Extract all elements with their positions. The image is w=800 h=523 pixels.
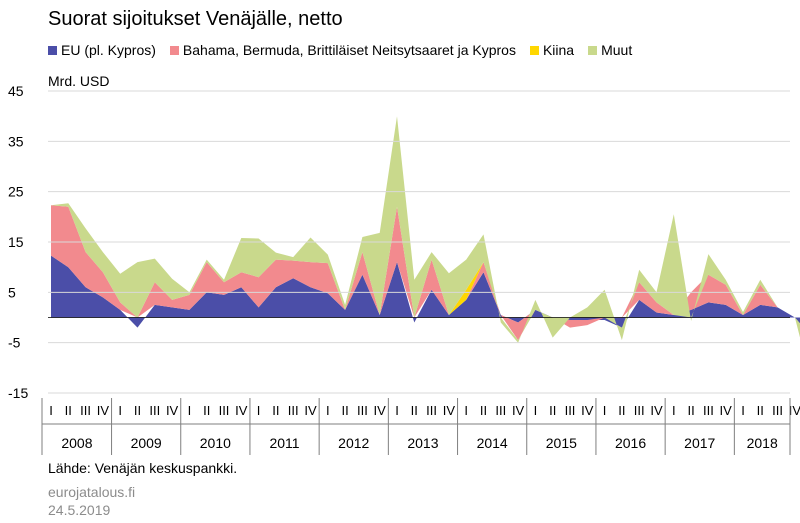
x-tick-label: IV — [97, 403, 110, 418]
x-tick-label: IV — [650, 403, 663, 418]
x-tick-label: II — [134, 403, 141, 418]
x-tick-label: III — [634, 403, 645, 418]
x-tick-label: III — [772, 403, 783, 418]
footer-site: eurojatalous.fi — [48, 484, 136, 500]
year-label: 2014 — [477, 435, 508, 451]
x-tick-label: IV — [304, 403, 317, 418]
x-tick-label: III — [357, 403, 368, 418]
year-label: 2013 — [407, 435, 438, 451]
x-tick-label: I — [672, 403, 676, 418]
x-tick-label: IV — [443, 403, 456, 418]
x-tick-label: I — [49, 403, 53, 418]
x-tick-label: II — [757, 403, 764, 418]
year-label: 2015 — [546, 435, 577, 451]
y-tick-label: 45 — [8, 83, 24, 99]
x-tick-label: II — [687, 403, 694, 418]
y-tick-label: 15 — [8, 234, 24, 250]
y-tick-label: 5 — [8, 284, 16, 300]
legend-swatch-eu — [48, 45, 57, 55]
x-tick-label: III — [495, 403, 506, 418]
y-axis-unit: Mrd. USD — [48, 73, 110, 89]
x-tick-label: I — [118, 403, 122, 418]
chart-areas — [51, 116, 800, 343]
y-tick-label: -5 — [8, 335, 21, 351]
y-tick-label: 35 — [8, 133, 24, 149]
year-label: 2010 — [200, 435, 231, 451]
x-tick-label: II — [549, 403, 556, 418]
legend-swatch-kiina — [529, 45, 539, 55]
x-tick-label: II — [411, 403, 418, 418]
x-tick-label: IV — [720, 403, 733, 418]
x-tick-label: I — [741, 403, 745, 418]
legend-label-eu: EU (pl. Kypros) — [61, 42, 156, 58]
x-tick-label: I — [326, 403, 330, 418]
year-label: 2016 — [615, 435, 646, 451]
year-label: 2017 — [684, 435, 715, 451]
x-tick-label: I — [534, 403, 538, 418]
y-tick-label: 25 — [8, 184, 24, 200]
legend-label-offshore: Bahama, Bermuda, Brittiläiset Neitsytsaa… — [182, 42, 516, 58]
legend-swatch-offshore — [169, 45, 179, 55]
x-tick-label: IV — [166, 403, 179, 418]
year-label: 2011 — [269, 435, 299, 451]
x-tick-label: IV — [789, 403, 800, 418]
x-tick-label: III — [703, 403, 714, 418]
year-label: 2009 — [131, 435, 162, 451]
x-tick-label: I — [257, 403, 261, 418]
source-note: Lähde: Venäjän keskuspankki. — [48, 460, 238, 476]
x-tick-label: I — [395, 403, 399, 418]
x-tick-label: IV — [374, 403, 387, 418]
chart-title: Suorat sijoitukset Venäjälle, netto — [48, 8, 343, 30]
x-tick-label: II — [203, 403, 210, 418]
footer-date: 24.5.2019 — [48, 502, 111, 518]
x-tick-label: II — [272, 403, 279, 418]
year-label: 2018 — [747, 435, 778, 451]
legend-item-eu: EU (pl. Kypros) — [48, 42, 156, 58]
legend-item-kiina: Kiina — [529, 42, 575, 58]
legend: EU (pl. Kypros) Bahama, Bermuda, Brittil… — [48, 42, 646, 58]
x-tick-label: III — [80, 403, 91, 418]
x-tick-label: I — [464, 403, 468, 418]
x-tick-label: I — [188, 403, 192, 418]
x-tick-label: III — [219, 403, 230, 418]
x-tick-label: III — [565, 403, 576, 418]
y-tick-label: -15 — [8, 385, 28, 401]
x-tick-label: III — [149, 403, 160, 418]
legend-swatch-muut — [588, 45, 598, 55]
x-tick-label: II — [341, 403, 348, 418]
x-tick-label: III — [426, 403, 437, 418]
x-tick-label: I — [603, 403, 607, 418]
x-tick-label: IV — [235, 403, 248, 418]
legend-item-muut: Muut — [588, 42, 632, 58]
year-label: 2008 — [61, 435, 92, 451]
series-area-4 — [51, 116, 800, 343]
legend-label-muut: Muut — [601, 42, 633, 58]
x-tick-label: IV — [512, 403, 525, 418]
x-tick-label: II — [480, 403, 487, 418]
year-label: 2012 — [338, 435, 369, 451]
x-tick-label: II — [618, 403, 625, 418]
x-tick-label: IV — [581, 403, 594, 418]
legend-item-offshore: Bahama, Bermuda, Brittiläiset Neitsytsaa… — [169, 42, 516, 58]
legend-label-kiina: Kiina — [542, 42, 575, 58]
series-area-1 — [51, 255, 800, 328]
x-tick-label: III — [288, 403, 299, 418]
x-tick-label: II — [65, 403, 72, 418]
